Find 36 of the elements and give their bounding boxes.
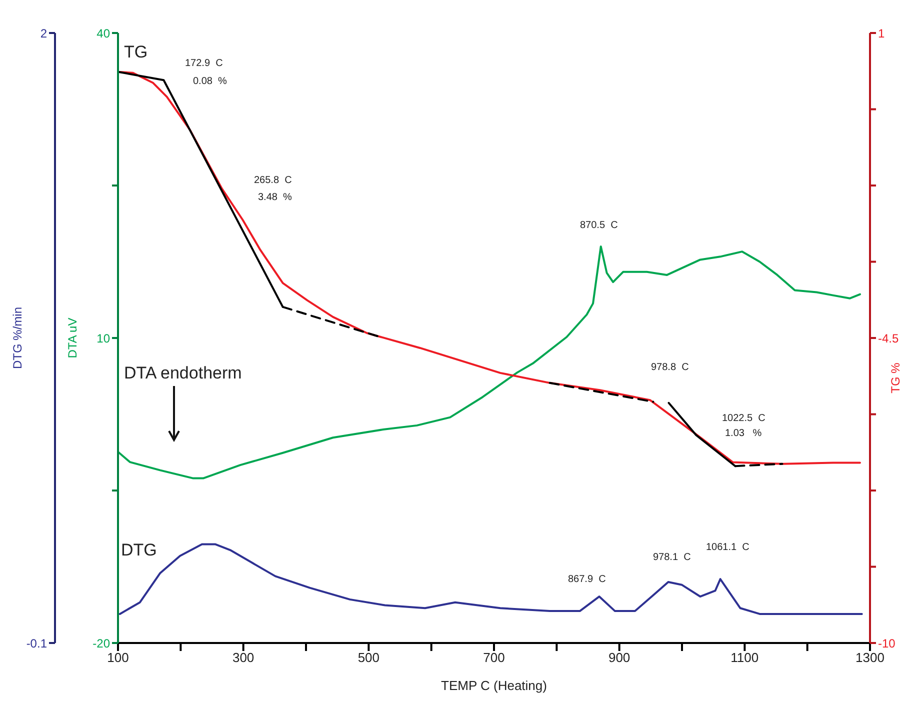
annotation: 978.8 C — [651, 362, 689, 373]
annotation: 1.03 % — [725, 428, 762, 439]
y2-tick-label: 1 — [878, 26, 885, 40]
annotation: 1061.1 C — [706, 542, 750, 553]
y-tick-label: 40 — [96, 26, 110, 40]
x-tick-label: 100 — [107, 650, 129, 666]
y2-tick-label: -4.5 — [878, 331, 900, 346]
x-tick-label: 1100 — [730, 650, 759, 666]
annotation: DTA endotherm — [124, 364, 242, 382]
y3-tick-label: 2 — [40, 26, 48, 40]
annotation: 1022.5 C — [722, 413, 766, 424]
y3-axis-title: DTG %/min — [10, 306, 24, 370]
y-tick-label: -20 — [92, 636, 110, 650]
y-axis-title: DTA uV — [65, 318, 80, 358]
y2-axis-title: TG % — [888, 362, 902, 394]
annotation: TG — [124, 42, 148, 62]
x-tick-label: 1300 — [856, 650, 884, 666]
line-series — [118, 246, 861, 480]
y3-tick-label: -0.1 — [26, 636, 48, 650]
y-tick-label: 10 — [96, 331, 110, 346]
x-tick-label: 700 — [483, 650, 505, 666]
x-tick-label: 300 — [232, 650, 254, 666]
annotation: DTG — [121, 540, 157, 560]
x-tick-label: 500 — [358, 650, 380, 666]
line-series — [118, 543, 863, 615]
annotation: 870.5 C — [580, 220, 618, 231]
annotation: 978.1 C — [653, 552, 691, 563]
annotation: 3.48 % — [258, 192, 292, 203]
annotation: 172.9 C — [185, 58, 223, 69]
x-tick-label: 900 — [608, 650, 630, 666]
line-series — [118, 70, 861, 465]
annotation: 265.8 C — [254, 175, 292, 186]
annotation: 0.08 % — [193, 76, 227, 87]
y2-tick-label: -10 — [878, 636, 896, 650]
x-axis-title: TEMP C (Heating) — [441, 678, 547, 693]
annotation: 867.9 C — [568, 574, 606, 585]
